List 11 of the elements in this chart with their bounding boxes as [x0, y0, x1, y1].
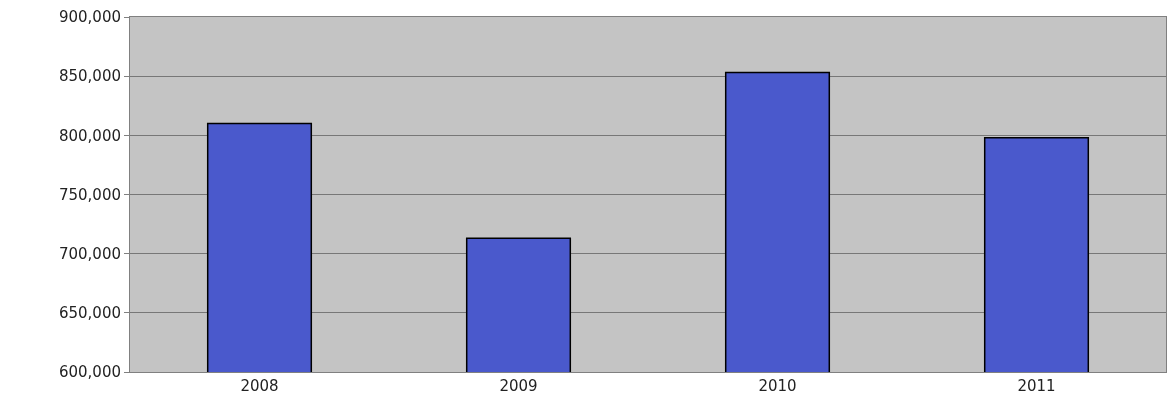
y-tick-label: 600,000 [58, 363, 121, 382]
x-tick-label: 2011 [1017, 377, 1056, 395]
x-tick-label: 2009 [499, 377, 538, 395]
y-tick-label: 900,000 [58, 8, 121, 27]
x-tick-label: 2010 [758, 377, 797, 395]
y-tick-label: 700,000 [58, 244, 121, 263]
y-tick-label: 650,000 [58, 304, 121, 323]
y-tick-label: 850,000 [58, 67, 121, 86]
y-tick-label: 750,000 [58, 185, 121, 204]
y-tick-label: 800,000 [58, 126, 121, 145]
x-tick-label: 2008 [240, 377, 279, 395]
